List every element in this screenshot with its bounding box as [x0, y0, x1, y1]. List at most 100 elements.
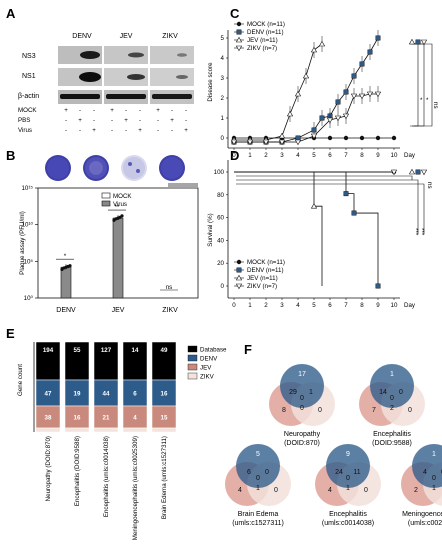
- blot-condition-mark: -: [185, 117, 187, 124]
- venn-count: 0: [318, 407, 322, 414]
- venn-count: 0: [300, 405, 304, 412]
- survival-xlabel: Day: [404, 302, 416, 309]
- disease-end-marker: [415, 39, 421, 45]
- disease-point-zikv: [278, 139, 286, 146]
- disease-point-zikv: [294, 139, 302, 146]
- disease-point-zikv: [262, 139, 270, 146]
- panel-label-f: F: [244, 342, 252, 357]
- gene-bar-value: 4: [133, 415, 137, 422]
- blot-condition-mark: +: [138, 127, 142, 134]
- disease-point-denv: [319, 115, 325, 121]
- panel-label-b: B: [6, 148, 15, 163]
- survival-legend-marker: [236, 267, 242, 273]
- blot-condition-mark: -: [93, 107, 95, 114]
- disease-point-denv: [359, 61, 365, 67]
- gene-bar-value: 6: [133, 391, 137, 398]
- gene-bar-value: 16: [161, 391, 168, 398]
- gene-legend-label: DENV: [200, 356, 218, 363]
- venn-count: 0: [399, 389, 403, 396]
- blot-group-denv: DENV: [72, 33, 92, 40]
- venn-subtitle: (umls:c0014038): [322, 520, 374, 527]
- blot-group-jev: JEV: [120, 33, 133, 40]
- gene-bar-segment: [122, 341, 148, 381]
- blot-condition-mark: -: [125, 107, 127, 114]
- disease-sig-bracket: [414, 43, 433, 127]
- venn-count: 0: [432, 475, 436, 482]
- venn-subtitle: (umls:c1527311): [232, 520, 284, 527]
- gene-legend-swatch: [187, 372, 198, 380]
- gene-bar-label: Neuropathy (DOID:870): [45, 436, 52, 501]
- plaque-legend: MOCK Virus: [101, 192, 132, 208]
- blot-group-zikv: ZIKV: [162, 33, 178, 40]
- plaque-xtick-jev: JEV: [112, 307, 125, 314]
- venn-count: 1: [309, 389, 313, 396]
- survival-x-tick-label: 2: [264, 302, 268, 309]
- disease-sig-label: *: [426, 97, 429, 104]
- blot-condition-mark: -: [171, 107, 173, 114]
- disease-legend-marker: [236, 29, 242, 35]
- gene-bar-segment: [64, 379, 90, 407]
- disease-sig-bracket: [410, 43, 419, 127]
- venn-count: 1: [432, 485, 436, 492]
- disease-x-tick-label: 10: [391, 152, 398, 159]
- disease-y-tick-label: 3: [221, 75, 225, 82]
- disease-point-denv: [311, 127, 317, 133]
- disease-y-tick-label: 2: [221, 95, 225, 102]
- blot-condition-mark: +: [124, 117, 128, 124]
- gene-bar-segment: [35, 341, 61, 381]
- disease-x-tick-label: 6: [328, 152, 332, 159]
- disease-point-mock: [343, 135, 349, 141]
- venn-count: 4: [238, 487, 242, 494]
- venn-title: Brain Edema: [238, 511, 279, 518]
- blot-condition-mark: +: [170, 117, 174, 124]
- disease-legend-label: ZIKV (n=7): [247, 45, 277, 52]
- survival-sig-bracket: [236, 179, 419, 234]
- venn-count: 1: [390, 371, 394, 378]
- survival-sig-bracket: [236, 183, 425, 234]
- disease-point-zikv: [246, 139, 254, 146]
- survival-legend-label: DENV (n=11): [247, 267, 284, 274]
- survival-legend: MOCK (n=11)DENV (n=11)JEV (n=11)ZIKV (n=…: [234, 259, 285, 290]
- disease-sig-label: ns: [432, 102, 439, 109]
- survival-y-tick-label: 60: [217, 215, 224, 222]
- disease-point-zikv: [326, 117, 334, 124]
- venn-count: 1: [432, 451, 436, 458]
- disease-point-denv: [375, 35, 381, 41]
- plaque-ylabel: Plaque assay (PFU/ml): [19, 211, 26, 275]
- gene-bar-segment: [93, 427, 119, 433]
- disease-point-mock: [359, 135, 365, 141]
- blot-condition-mark: -: [65, 127, 67, 134]
- survival-end-marker: [408, 168, 416, 175]
- plaque-legend-virus: Virus: [113, 201, 127, 208]
- plaque-y-tick-label: 10⁵: [24, 258, 34, 265]
- gene-legend-swatch: [187, 354, 198, 362]
- survival-point: [390, 169, 398, 176]
- plaque-bar-virus: [60, 266, 72, 299]
- plaque-sig-label: ns: [166, 284, 173, 291]
- gene-bar-value: 49: [161, 347, 168, 354]
- disease-x-tick-label: 0: [232, 152, 236, 159]
- plaque-sig-label: *: [64, 253, 67, 260]
- gene-bar-label: Meningoencephalitis (umls:c0025309): [132, 436, 139, 540]
- venn-count: 0: [256, 475, 260, 482]
- disease-point-jev: [310, 46, 318, 53]
- survival-y-tick-label: 80: [217, 192, 224, 199]
- disease-x-tick-label: 1: [248, 152, 252, 159]
- gene-bar-value: 16: [74, 415, 81, 422]
- gene-bar-value: 19: [74, 391, 81, 398]
- venn-subtitle: (DOID:9588): [372, 440, 412, 447]
- gene-bar-segment: [93, 379, 119, 407]
- venn-count: 1: [346, 485, 350, 492]
- gene-x-labels: Neuropathy (DOID:870) Encephalitis (DOID:…: [45, 436, 168, 540]
- disease-x-tick-label: 5: [312, 152, 316, 159]
- gene-bar-value: 15: [161, 415, 168, 422]
- gene-legend-label: Database: [200, 347, 227, 354]
- gene-bar-segment: [64, 427, 90, 433]
- gene-bar-segment: [93, 341, 119, 381]
- gene-legend-swatch: [187, 345, 198, 353]
- blot-condition-label: Virus: [18, 127, 32, 134]
- venn-count: 0: [408, 407, 412, 414]
- survival-end-marker: [420, 169, 428, 176]
- blot-condition-mark: -: [157, 117, 159, 124]
